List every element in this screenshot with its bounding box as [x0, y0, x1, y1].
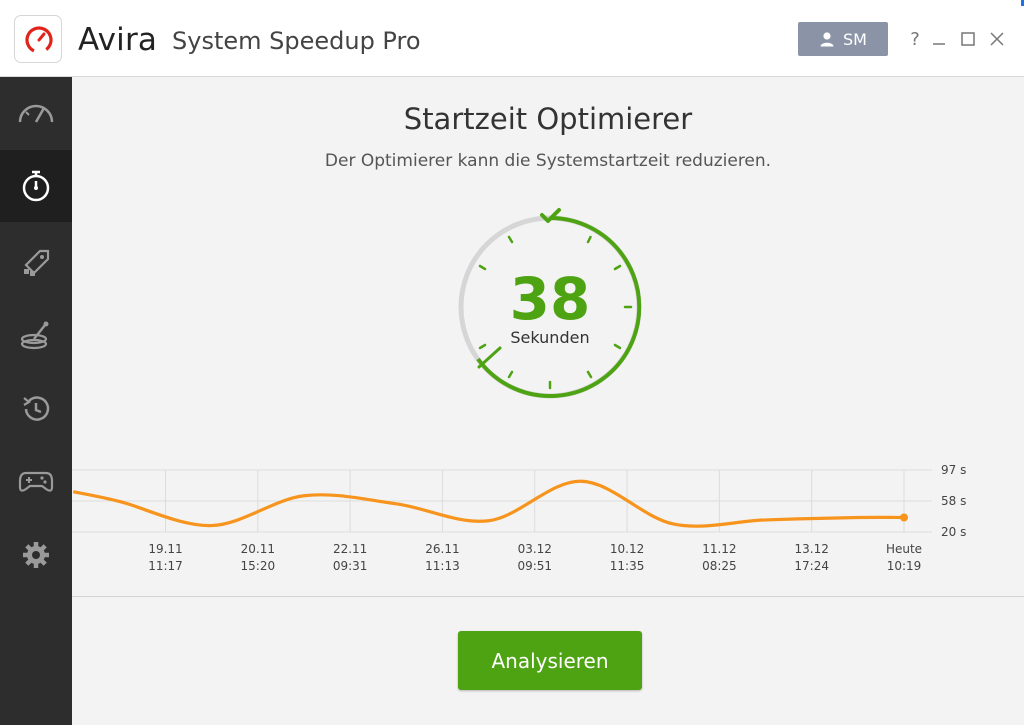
chart-y-tick-label: 97 s [941, 463, 966, 477]
chart-x-time-label: 10:19 [887, 559, 922, 573]
chart-x-time-label: 11:13 [425, 559, 460, 573]
chart-x-time-label: 11:35 [610, 559, 645, 573]
chart-x-time-label: 09:31 [333, 559, 368, 573]
sidebar-item-windows-boost[interactable] [0, 227, 72, 299]
gear-icon [23, 542, 49, 568]
history-icon [23, 396, 50, 421]
minimize-button[interactable] [931, 28, 947, 50]
boot-time-history-chart: 97 s 58 s 20 s 19.11 11:17 20.11 15:20 22.11 09:… [72, 463, 966, 573]
chart-x-date-label: 22.11 [333, 542, 367, 556]
chart-y-tick-label: 20 s [941, 525, 966, 539]
gamepad-icon [18, 471, 54, 492]
chart-y-tick-label: 58 s [941, 494, 966, 508]
sidebar [0, 77, 72, 725]
chart-x-date-label: 11.12 [702, 542, 736, 556]
chart-x-date-label: 13.12 [795, 542, 829, 556]
boot-time-value: 38 [509, 265, 591, 333]
chart-x-date-label: 26.11 [425, 542, 459, 556]
boot-time-unit: Sekunden [510, 328, 590, 347]
user-account-button[interactable]: SM [798, 22, 888, 56]
close-button[interactable] [987, 28, 1007, 50]
chart-x-time-label: 09:51 [517, 559, 552, 573]
chart-x-date-label: 03.12 [518, 542, 552, 556]
stopwatch-icon [22, 170, 50, 202]
sidebar-item-disk-cleanup[interactable] [0, 300, 72, 372]
sidebar-item-game-booster[interactable] [0, 446, 72, 518]
close-icon [990, 32, 1004, 46]
title-bar: Avira System Speedup Pro SM ? [0, 0, 1024, 77]
sidebar-item-startup-optimizer[interactable] [0, 150, 72, 222]
current-boot-time-point [900, 513, 908, 522]
sidebar-item-history[interactable] [0, 373, 72, 445]
page-subtitle: Der Optimierer kann die Systemstartzeit … [324, 151, 772, 171]
speedometer-icon [18, 104, 54, 123]
maximize-button[interactable] [959, 28, 977, 50]
disk-cleanup-icon [20, 321, 49, 350]
avira-logo [14, 15, 62, 63]
minimize-icon [933, 43, 945, 45]
chart-x-date-label: 10.12 [610, 542, 644, 556]
chart-x-time-label: 11:17 [148, 559, 183, 573]
chart-x-time-label: 15:20 [241, 559, 276, 573]
user-icon [820, 32, 834, 47]
boot-time-series-line [72, 479, 905, 528]
chart-x-time-label: 17:24 [794, 559, 829, 573]
chart-x-date-label: Heute [886, 542, 922, 556]
page-title: Startzeit Optimierer [403, 102, 693, 136]
sidebar-item-settings[interactable] [0, 519, 72, 591]
user-initials: SM [843, 29, 867, 49]
chart-x-time-label: 08:25 [702, 559, 737, 573]
maximize-icon [961, 32, 975, 46]
rocket-windows-icon [24, 249, 50, 276]
analyze-button[interactable]: Analysieren [458, 631, 642, 690]
brand-name: Avira [78, 22, 158, 58]
content-divider [72, 596, 1024, 597]
product-name: System Speedup Pro [172, 27, 421, 55]
chart-x-date-label: 20.11 [241, 542, 275, 556]
help-button[interactable]: ? [910, 28, 920, 50]
sidebar-item-performance[interactable] [0, 77, 72, 149]
chart-x-date-label: 19.11 [148, 542, 182, 556]
boot-time-gauge [458, 208, 642, 399]
title-bar-accent [1021, 0, 1024, 6]
